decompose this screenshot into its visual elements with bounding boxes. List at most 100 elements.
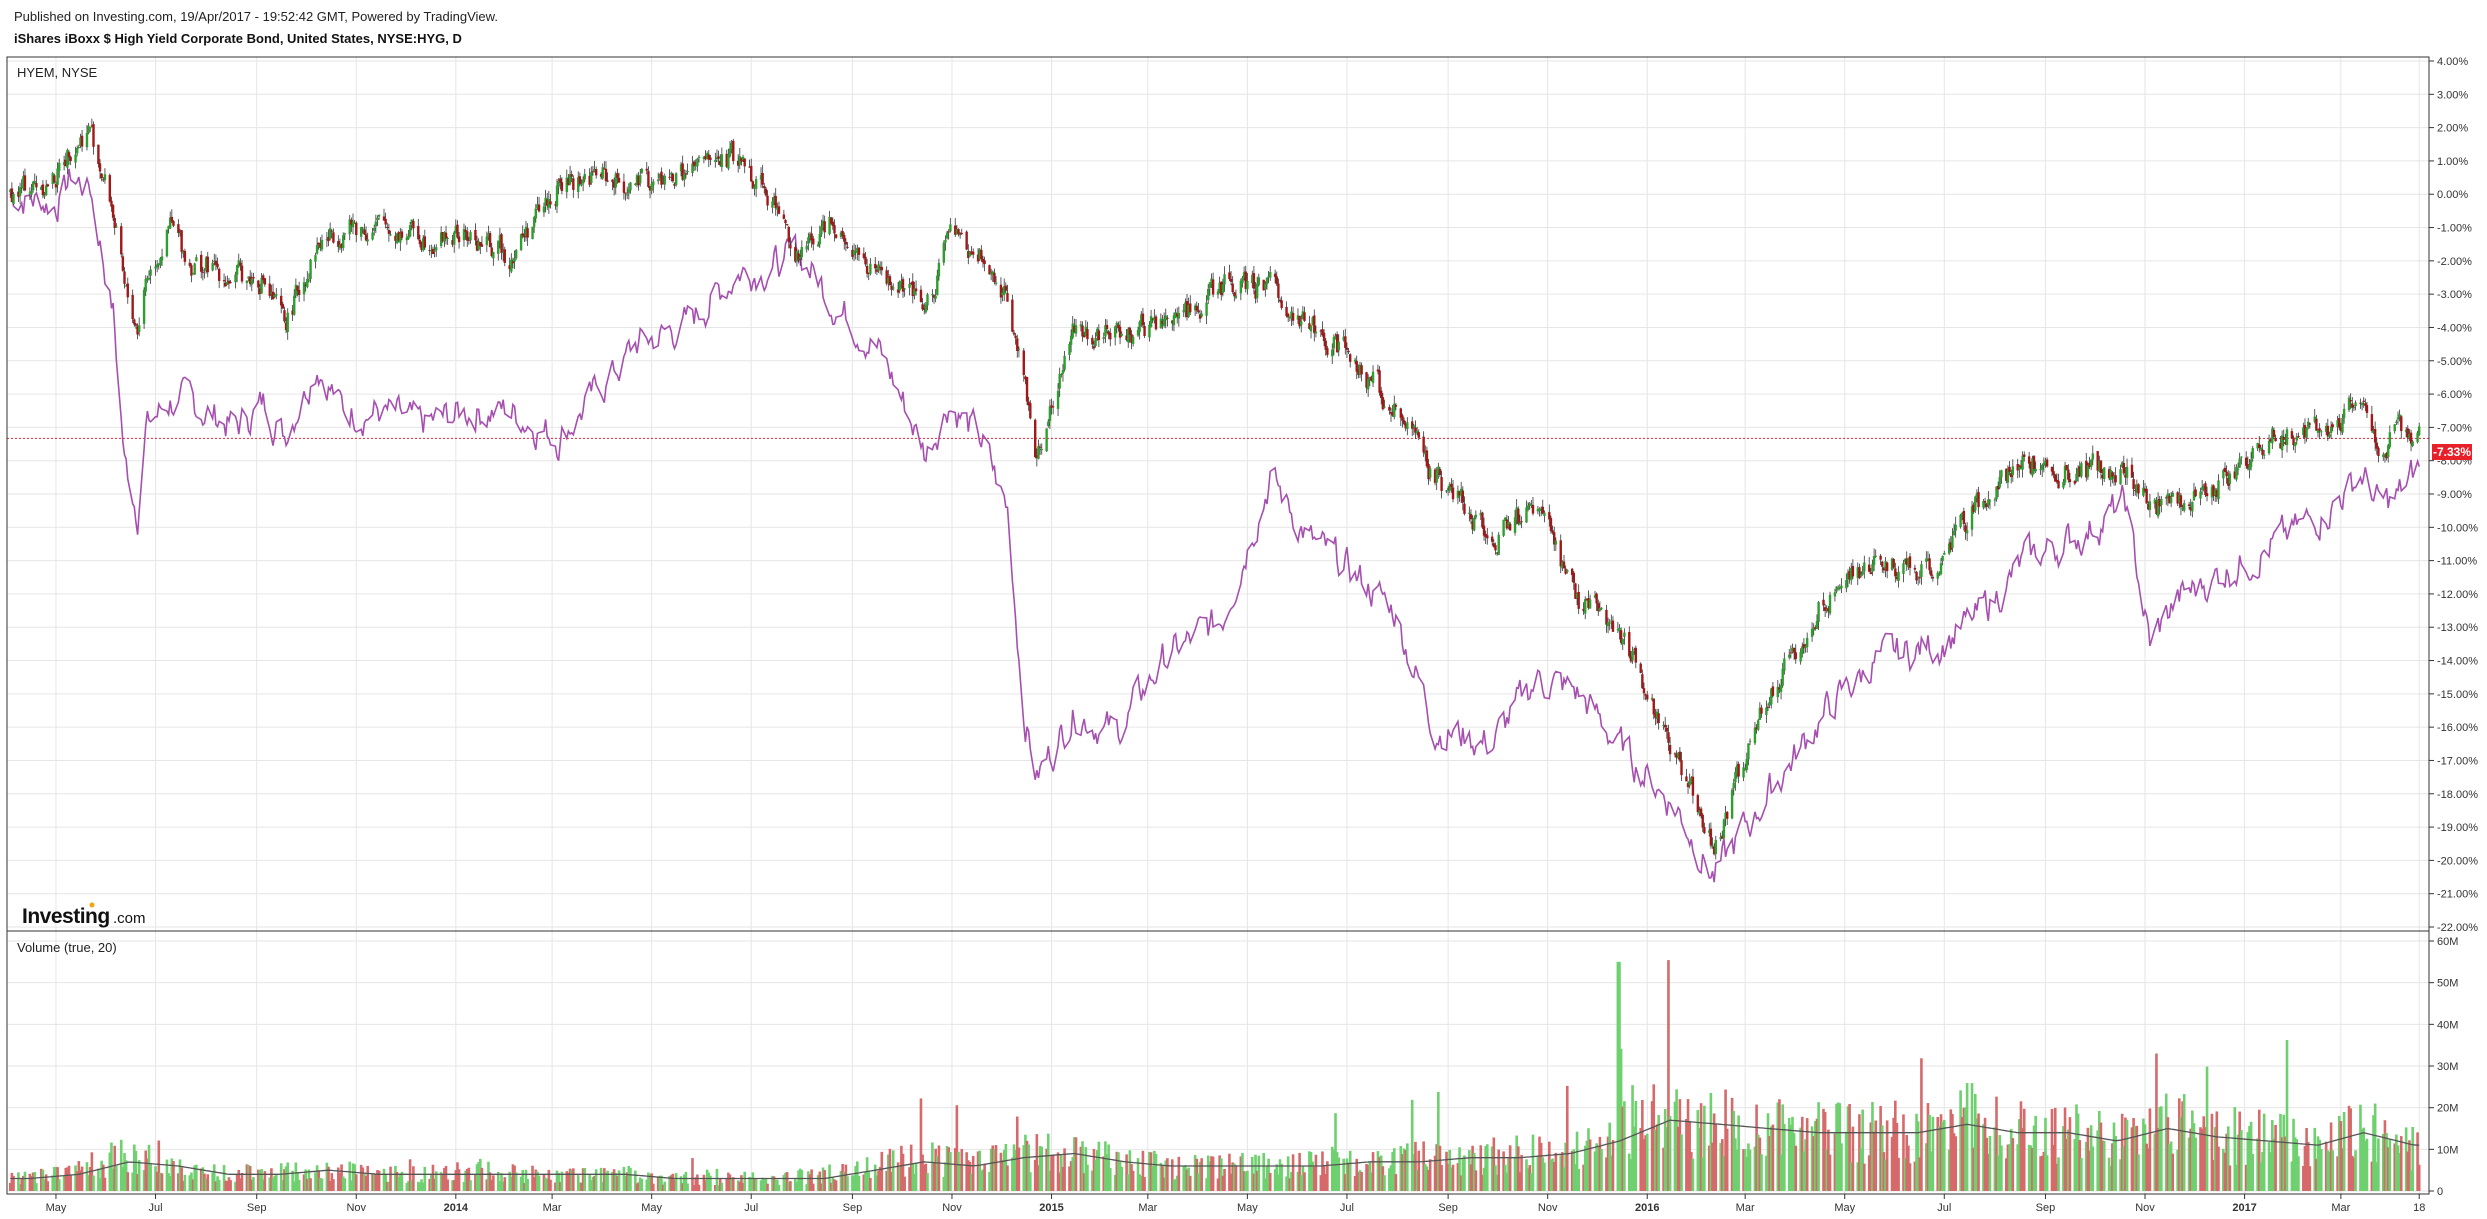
candle-body <box>1024 376 1027 380</box>
volume-bar <box>1711 1142 1714 1191</box>
volume-bar <box>1353 1175 1357 1191</box>
volume-bar <box>1360 1171 1363 1191</box>
volume-bar <box>1471 1145 1474 1191</box>
volume-bar <box>389 1166 392 1191</box>
candle-body <box>1061 369 1065 374</box>
candle-body <box>709 157 712 160</box>
volume-bar <box>1975 1118 1979 1191</box>
volume-bar <box>418 1182 422 1191</box>
candle-body <box>2169 497 2173 504</box>
candle-body <box>1605 609 1608 625</box>
volume-bar <box>911 1162 915 1191</box>
volume-bar <box>1851 1126 1855 1191</box>
candle-body <box>1943 552 1946 555</box>
candle-body <box>213 260 216 262</box>
candle-body <box>1974 496 1977 511</box>
candle-body <box>1353 359 1357 362</box>
volume-bar <box>1410 1099 1414 1191</box>
candle-body <box>1858 567 1861 579</box>
price-tick-label: 0.00% <box>2437 189 2468 201</box>
volume-bar <box>1278 1159 1282 1191</box>
candle-body <box>1827 608 1830 612</box>
volume-bar <box>1273 1169 1277 1191</box>
candle-body <box>1642 688 1646 694</box>
volume-bar <box>1641 1100 1644 1191</box>
candle-body <box>1314 331 1318 334</box>
candle-body <box>1313 315 1316 334</box>
candle-body <box>376 217 379 221</box>
candle-body <box>1574 583 1577 599</box>
candle-body <box>2258 444 2261 448</box>
volume-bar <box>1879 1105 1882 1191</box>
candle-body <box>2351 403 2354 408</box>
candle-body <box>1355 360 1358 372</box>
candle-body <box>2305 427 2308 438</box>
volume-bar <box>1699 1103 1703 1191</box>
candle-body <box>1291 312 1295 321</box>
volume-bar <box>544 1177 547 1191</box>
volume-bar <box>1730 1097 1734 1191</box>
candle-body <box>2352 407 2356 409</box>
candle-body <box>1300 321 1303 326</box>
volume-bar <box>1918 1157 1922 1191</box>
candle-body <box>252 276 255 279</box>
candle-body <box>451 240 454 245</box>
volume-bar <box>1596 1146 1600 1191</box>
candle-body <box>1724 812 1727 819</box>
candle-body <box>1450 483 1453 488</box>
volume-bar <box>1037 1165 1040 1191</box>
volume-bar <box>1334 1113 1337 1191</box>
volume-bar <box>2303 1146 2307 1191</box>
volume-bar <box>588 1174 591 1191</box>
volume-bar <box>1530 1173 1533 1191</box>
candle-body <box>1662 725 1665 727</box>
volume-bar <box>193 1165 196 1191</box>
candle-body <box>2034 468 2037 472</box>
volume-bar <box>2272 1138 2276 1191</box>
volume-bar <box>549 1179 552 1191</box>
candle-body <box>2137 484 2140 494</box>
volume-bar <box>968 1161 972 1191</box>
candle-body <box>1252 273 1256 289</box>
volume-bar <box>2019 1101 2023 1191</box>
volume-bar <box>1570 1150 1574 1191</box>
volume-bar <box>327 1166 330 1191</box>
volume-bar <box>51 1175 54 1191</box>
candle-body <box>239 262 242 266</box>
candle-body <box>412 220 415 229</box>
volume-bar <box>2086 1127 2090 1191</box>
volume-bar <box>761 1177 764 1191</box>
volume-bar <box>263 1171 267 1191</box>
volume-bar <box>330 1173 334 1191</box>
volume-bar <box>1814 1121 1817 1191</box>
candle-body <box>1931 576 1935 579</box>
volume-bar <box>1022 1145 1026 1191</box>
volume-bar <box>18 1184 22 1191</box>
volume-bar <box>181 1180 185 1191</box>
candle-body <box>1047 421 1050 427</box>
volume-bar <box>691 1158 694 1191</box>
candle-body <box>674 173 678 186</box>
candle-body <box>245 280 249 283</box>
volume-bar <box>2261 1151 2264 1191</box>
candle-body <box>625 194 629 196</box>
volume-bar <box>1252 1173 1256 1191</box>
candle-body <box>1650 697 1654 700</box>
volume-bar <box>2102 1140 2106 1191</box>
candle-body <box>191 273 195 275</box>
candle-body <box>1482 525 1486 536</box>
volume-bar <box>1038 1146 1042 1191</box>
volume-bar <box>2372 1115 2375 1191</box>
volume-bar <box>1025 1140 1029 1191</box>
candle-body <box>1678 751 1682 761</box>
volume-bar <box>1187 1167 1190 1191</box>
candle-body <box>1301 311 1305 319</box>
volume-bar <box>2192 1123 2196 1191</box>
volume-bar <box>957 1151 960 1191</box>
volume-bar <box>364 1176 368 1191</box>
volume-bar <box>1366 1164 1370 1191</box>
candle-body <box>1389 411 1393 414</box>
volume-bar <box>1254 1154 1257 1191</box>
candle-body <box>955 228 959 235</box>
candle-body <box>1280 300 1283 308</box>
